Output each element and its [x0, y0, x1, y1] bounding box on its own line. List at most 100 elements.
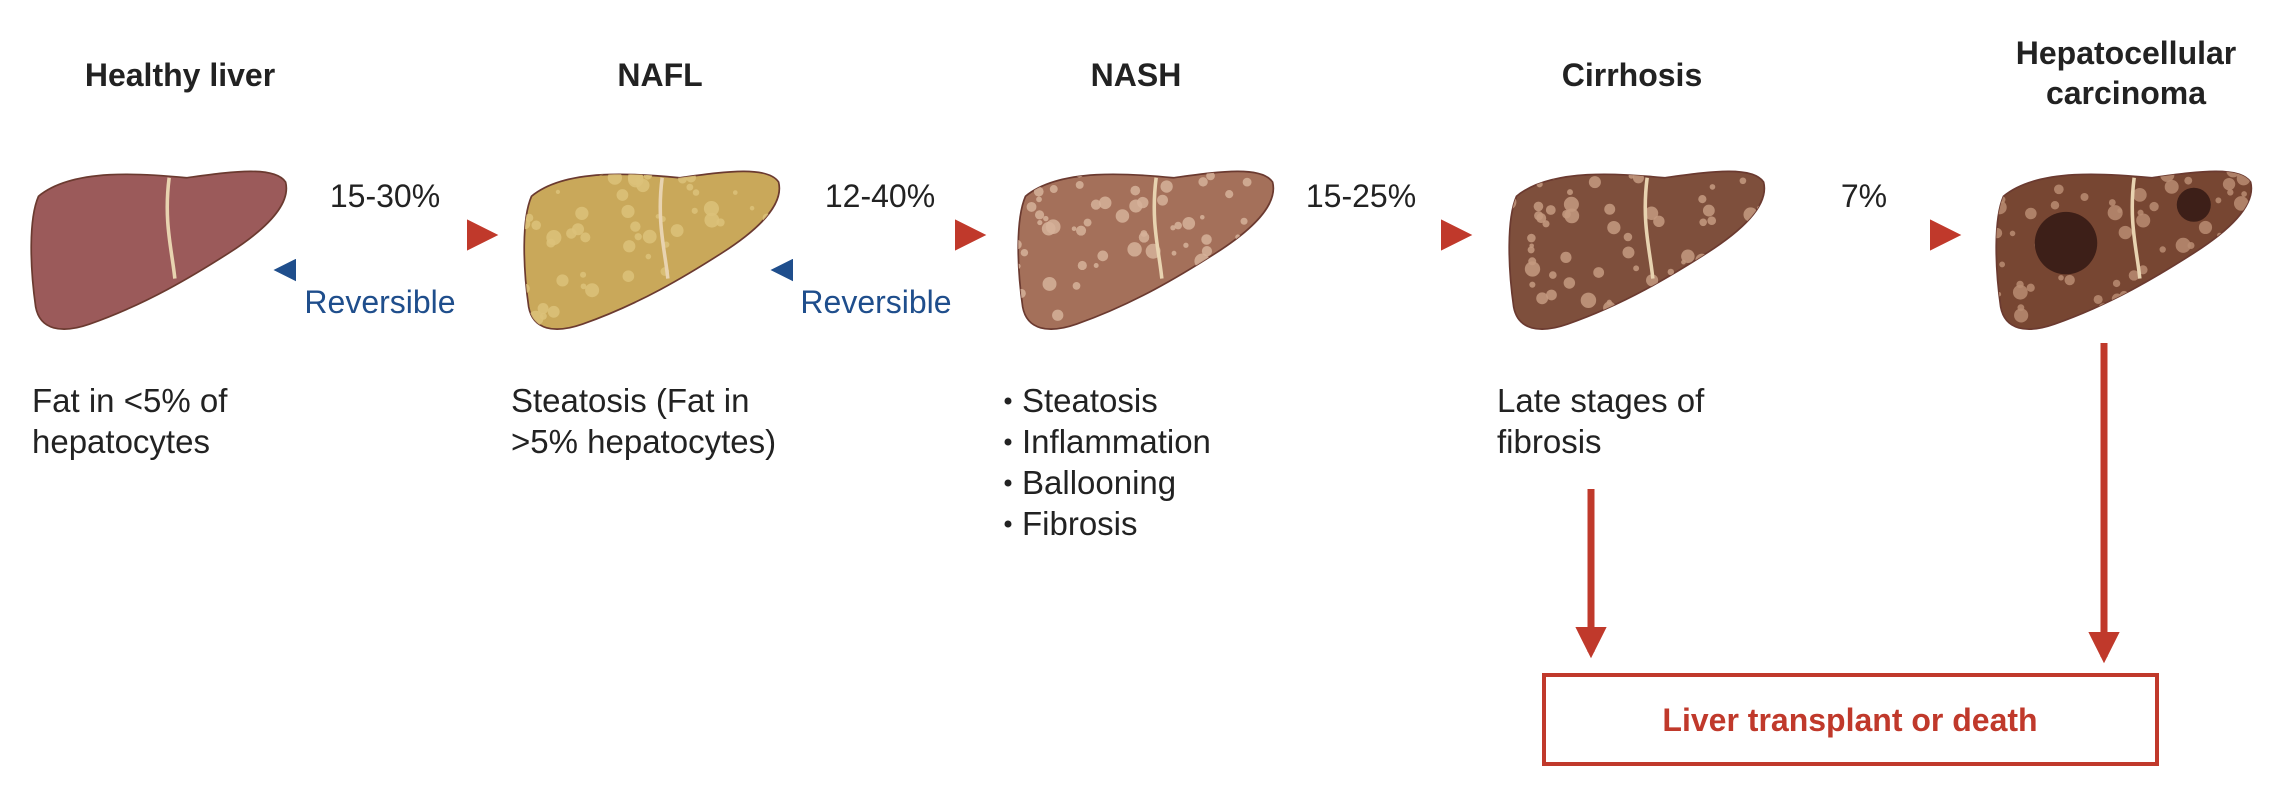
reverse-label: Reversible	[800, 284, 951, 320]
liver-spot	[1138, 232, 1150, 243]
liver-spot	[2053, 184, 2064, 195]
liver-spot	[2241, 191, 2247, 197]
outcome-box	[1542, 673, 2159, 766]
liver-spot	[2156, 315, 2163, 321]
liver-spot	[1717, 290, 1731, 304]
liver-spot	[1509, 319, 1515, 330]
liver-spot	[688, 303, 696, 311]
liver-spot	[1622, 246, 1635, 259]
liver-spot	[633, 315, 648, 330]
liver-spot	[1206, 171, 1215, 181]
liver-spot	[1563, 196, 1579, 212]
liver-spot	[1524, 261, 1541, 277]
liver-ligament	[165, 177, 177, 279]
liver-spot	[1707, 216, 1717, 226]
liver-spot	[2012, 284, 2028, 300]
liver-spot	[1201, 234, 1212, 245]
liver-spot	[1747, 161, 1755, 169]
liver-spot	[1695, 253, 1709, 267]
liver-spot	[622, 270, 635, 283]
liver-spot	[2014, 308, 2029, 323]
liver-spot	[540, 172, 548, 180]
liver-spot	[1242, 177, 1252, 187]
liver-spot	[1999, 261, 2006, 268]
liver-spot	[2239, 235, 2252, 251]
stage-description: Fat in <5% of	[32, 382, 228, 419]
liver-spot	[2080, 192, 2089, 202]
liver-spot	[1201, 245, 1213, 257]
liver-spot	[1076, 225, 1087, 236]
liver-spot	[1681, 259, 1686, 265]
liver-spot	[627, 171, 644, 185]
liver-spot	[1727, 269, 1733, 275]
stage-description: hepatocytes	[32, 423, 210, 460]
liver-illustration	[1017, 170, 1275, 330]
liver-spot	[1509, 192, 1515, 204]
liver-spot	[2225, 261, 2241, 277]
liver-spot	[1189, 278, 1194, 283]
liver-spot	[1607, 220, 1621, 235]
stage-title: Healthy liver	[85, 57, 275, 93]
liver-spot	[1036, 196, 1042, 203]
liver-spot	[1098, 317, 1113, 330]
stage-description: fibrosis	[1497, 423, 1602, 460]
liver-spot	[1240, 217, 1248, 225]
liver-spot	[691, 207, 698, 214]
liver-spot	[1052, 309, 1064, 321]
liver-spot	[2093, 294, 2103, 305]
liver-spot	[1052, 171, 1067, 173]
liver-spot	[1157, 194, 1168, 206]
liver-spot	[2233, 196, 2249, 211]
liver-spot	[2106, 310, 2119, 323]
liver-spot	[1536, 292, 1549, 305]
liver-spot	[1996, 227, 2003, 239]
liver-body	[1995, 170, 2253, 330]
liver-spot	[2136, 213, 2151, 228]
liver-ligament	[2130, 177, 2142, 279]
stage-title: Hepatocellular	[2016, 35, 2237, 71]
liver-spot	[1623, 232, 1633, 242]
liver-spot	[547, 305, 560, 318]
liver-spot	[1018, 263, 1021, 269]
liver-spot	[1018, 239, 1022, 250]
liver-spot	[2098, 303, 2110, 315]
liver-spot	[2161, 275, 2177, 291]
bullet-list: Steatosis Inflammation Ballooning Fibros…	[1004, 382, 1211, 542]
liver-spot	[630, 221, 641, 232]
liver-spot	[1752, 307, 1759, 315]
liver-spot	[621, 204, 635, 219]
liver-spot	[1546, 289, 1557, 301]
liver-spot	[763, 309, 778, 324]
liver-spot	[537, 303, 549, 314]
liver-spot	[2215, 197, 2222, 204]
liver-spot	[1534, 211, 1544, 221]
liver-spot	[2118, 305, 2134, 321]
liver-spot	[643, 171, 652, 180]
liver-spot	[2164, 179, 2179, 194]
bullet-item: Steatosis	[1022, 382, 1158, 419]
liver-spot	[745, 238, 753, 246]
liver-spot	[732, 190, 738, 195]
liver-spot	[1563, 277, 1576, 289]
liver-spot	[1686, 322, 1691, 328]
liver-spot	[1693, 306, 1707, 320]
liver-spot	[692, 189, 700, 196]
liver-spot	[1215, 276, 1223, 285]
liver-spot	[555, 189, 561, 195]
liver-spot	[2122, 324, 2128, 329]
tumor	[2034, 211, 2098, 275]
liver-spot	[1071, 226, 1077, 232]
liver-spot	[1115, 209, 1130, 223]
liver-spot	[765, 246, 771, 252]
liver-spot	[524, 283, 530, 294]
liver-spot	[1205, 311, 1215, 321]
liver-spot	[771, 234, 779, 242]
stage-description: Steatosis (Fat in	[511, 382, 749, 419]
liver-spot	[2108, 312, 2122, 326]
liver-spot	[686, 183, 694, 191]
liver-spot	[1193, 287, 1199, 293]
liver-spot	[642, 229, 657, 244]
liver-spot	[2237, 234, 2244, 241]
stage-title: NASH	[1091, 57, 1182, 93]
